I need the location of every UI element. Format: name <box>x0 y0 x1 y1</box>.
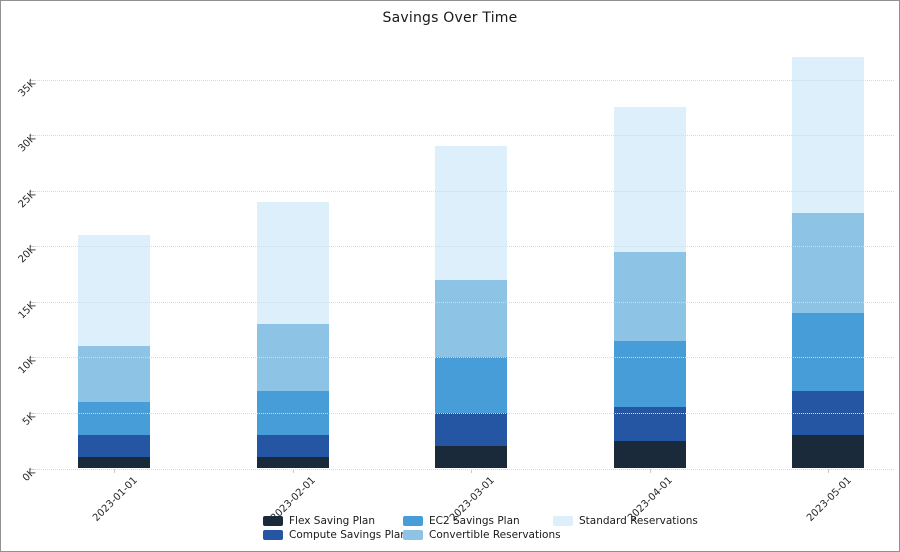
bar-segment[interactable] <box>256 457 329 469</box>
legend-label: EC2 Savings Plan <box>429 515 520 527</box>
bar-segment[interactable] <box>256 435 329 458</box>
chart-title: Savings Over Time <box>382 10 518 26</box>
y-tick-label: 30K <box>16 133 38 155</box>
bar-segment[interactable] <box>613 340 686 408</box>
legend-item[interactable]: Convertible Reservations <box>403 530 561 540</box>
y-tick-label: 35K <box>16 77 38 99</box>
legend-swatch <box>403 530 423 540</box>
grid-line <box>34 135 894 137</box>
legend-swatch <box>263 530 283 540</box>
bar-segment[interactable] <box>613 107 686 252</box>
x-tick-mark <box>114 468 115 473</box>
grid-line <box>34 79 894 81</box>
legend-item[interactable]: Compute Savings Plan <box>263 530 407 540</box>
legend-item[interactable]: Flex Saving Plan <box>263 516 407 526</box>
legend-swatch <box>263 516 283 526</box>
y-tick-mark <box>29 357 34 359</box>
x-tick-mark <box>828 468 829 473</box>
y-tick-label: 20K <box>16 244 38 266</box>
bar-segment[interactable] <box>78 346 150 402</box>
legend-label: Compute Savings Plan <box>289 529 407 541</box>
x-tick-mark <box>471 468 472 473</box>
bar-segment[interactable] <box>256 324 329 391</box>
grid-line <box>34 412 894 414</box>
bar-segment[interactable] <box>792 435 864 469</box>
legend-label: Convertible Reservations <box>429 529 561 541</box>
bar-segment[interactable] <box>613 440 686 469</box>
legend-label: Standard Reservations <box>579 515 698 527</box>
y-tick-label: 25K <box>16 188 38 211</box>
bar-segment[interactable] <box>78 401 150 436</box>
y-tick-mark <box>29 135 34 137</box>
y-tick-label: 15K <box>16 299 38 322</box>
y-tick-mark <box>29 246 34 248</box>
y-tick-mark <box>29 190 34 192</box>
legend-column: Flex Saving Plan Compute Savings Plan <box>263 516 407 544</box>
grid-line <box>34 301 894 303</box>
legend-label: Flex Saving Plan <box>289 515 376 527</box>
legend-swatch <box>403 516 423 526</box>
y-tick-mark <box>29 468 34 470</box>
bar-segment[interactable] <box>435 357 507 413</box>
bar-segment[interactable] <box>256 201 329 325</box>
chart-legend: Flex Saving Plan Compute Savings Plan EC2 … <box>1 516 899 548</box>
y-tick-mark <box>29 412 34 414</box>
bar-segment[interactable] <box>613 251 686 341</box>
bar-segment[interactable] <box>792 212 864 313</box>
legend-item[interactable]: Standard Reservations <box>553 516 698 526</box>
grid-line <box>34 468 894 470</box>
y-tick-mark <box>29 79 34 81</box>
legend-column: EC2 Savings Plan Convertible Reservations <box>403 516 561 544</box>
y-tick-mark <box>29 301 34 303</box>
grid-line <box>34 246 894 248</box>
bar-segment[interactable] <box>435 446 507 469</box>
x-tick-mark <box>649 468 651 473</box>
bar-segment[interactable] <box>435 412 507 447</box>
bar-segment[interactable] <box>792 312 864 391</box>
y-tick-label: 10K <box>16 355 38 377</box>
bar-segment[interactable] <box>78 435 150 458</box>
bar-segment[interactable] <box>78 235 150 347</box>
grid-line <box>34 190 894 192</box>
grid-line <box>34 357 894 359</box>
legend-column: Standard Reservations <box>553 516 698 530</box>
bar-segment[interactable] <box>435 279 507 358</box>
legend-swatch <box>553 516 573 526</box>
bar-segment[interactable] <box>435 146 507 280</box>
legend-item[interactable]: EC2 Savings Plan <box>403 516 561 526</box>
bar-segment[interactable] <box>78 457 150 469</box>
x-tick-mark <box>292 468 294 473</box>
